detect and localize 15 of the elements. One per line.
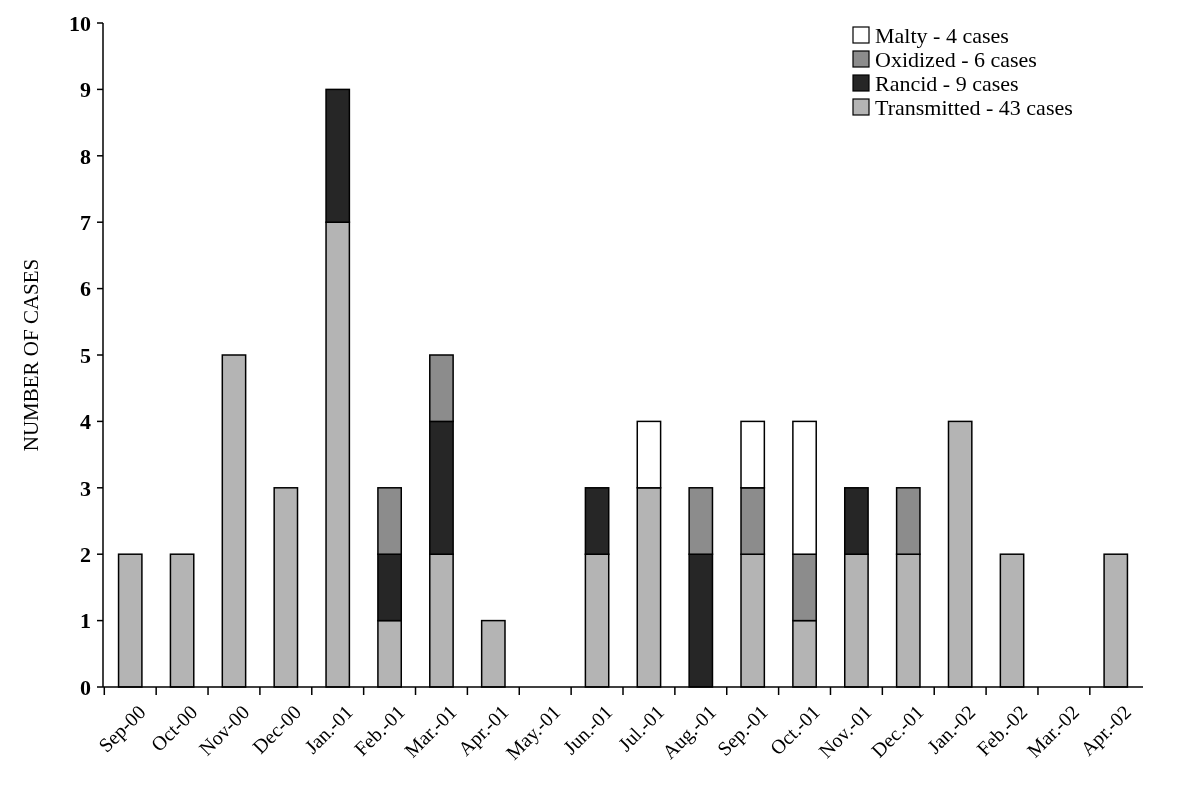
y-tick-label: 1 — [80, 608, 91, 634]
y-tick-label: 9 — [80, 77, 91, 103]
y-tick-label: 6 — [80, 276, 91, 302]
y-tick-label: 0 — [80, 674, 91, 700]
legend-label: Rancid - 9 cases — [875, 70, 1019, 96]
y-tick-label: 7 — [80, 209, 91, 235]
y-axis-title: NUMBER OF CASES — [19, 258, 43, 452]
legend-label: Transmitted - 43 cases — [875, 94, 1073, 120]
y-tick-label: 2 — [80, 541, 91, 567]
y-tick-label: 8 — [80, 143, 91, 169]
y-tick-label: 5 — [80, 342, 91, 368]
y-tick-label: 3 — [80, 475, 91, 501]
legend-label: Malty - 4 cases — [875, 22, 1009, 48]
y-tick-label: 10 — [69, 10, 91, 36]
y-tick-label: 4 — [80, 409, 91, 435]
